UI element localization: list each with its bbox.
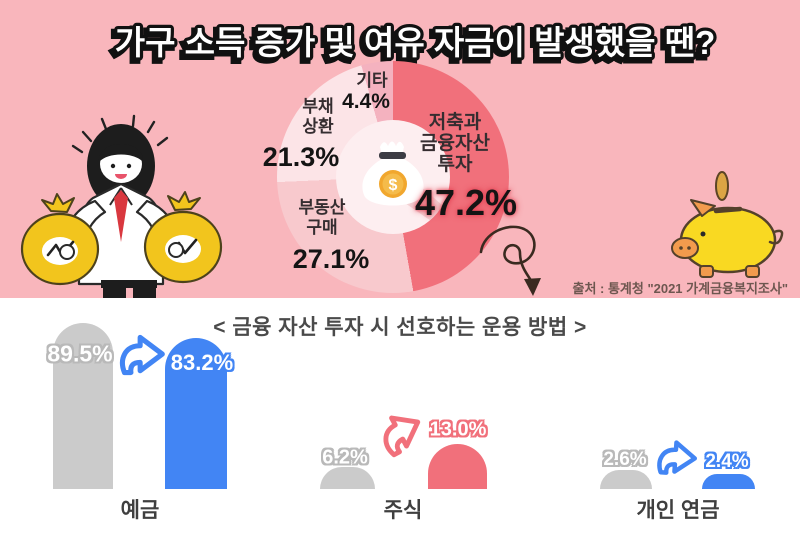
change-arrow-deposit-icon	[119, 334, 165, 376]
piggy-bank-icon	[671, 171, 784, 278]
value-deposit-before: 89.5%	[47, 340, 113, 367]
bar-pension-after	[702, 474, 755, 489]
woman-with-money-bags-illustration	[20, 114, 223, 298]
source-citation: 출처 : 통계청 "2021 가계금융복지조사"	[572, 281, 788, 296]
bar-deposit-before	[53, 323, 113, 489]
bar-deposit-after	[165, 338, 227, 489]
bar-stocks-after	[428, 444, 487, 489]
category-label-pension: 개인 연금	[636, 499, 720, 522]
top-section: 가구 소득 증가 및 여유 자금이 발생했을 땐? 가구 소득 증가 및 여유 …	[0, 0, 800, 298]
pie-value-invest: 47.2%	[414, 182, 518, 223]
page-title: 가구 소득 증가 및 여유 자금이 발생했을 땐? 가구 소득 증가 및 여유 …	[108, 21, 718, 68]
pie-label-invest-line1: 저축과	[428, 112, 482, 133]
pie-label-real-estate: 부동산 구매	[272, 198, 372, 238]
change-arrow-stocks-icon	[383, 415, 421, 458]
pie-label-real-estate-line1: 부동산	[298, 198, 346, 217]
pie-label-invest-line2: 금융자산	[420, 133, 490, 154]
pie-label-debt-line1: 부채	[302, 97, 334, 116]
category-label-deposit: 예금	[120, 499, 160, 522]
value-pension-after: 2.4%	[705, 451, 749, 472]
value-pension-before: 2.6%	[603, 449, 647, 470]
bar-chart-title: < 금융 자산 투자 시 선호하는 운용 방법 >	[213, 316, 587, 339]
pie-label-invest: 저축과 금융자산 투자	[405, 112, 505, 175]
value-stocks-after: 13.0%	[429, 418, 487, 441]
donut-chart-center: $	[336, 120, 450, 234]
value-deposit-after: 83.2%	[170, 350, 234, 375]
pie-label-etc: 기타	[356, 71, 388, 90]
bar-chart-section: < 금융 자산 투자 시 선호하는 운용 방법 > 89.5% 83.2% 6.…	[0, 298, 800, 533]
pie-label-invest-line3: 투자	[437, 154, 473, 175]
category-label-stocks: 주식	[383, 499, 423, 522]
bar-pension-before	[600, 470, 652, 489]
pie-value-debt: 21.3%	[262, 142, 340, 172]
bar-stocks-before	[320, 467, 375, 489]
page-title-text: 가구 소득 증가 및 여유 자금이 발생했을 땐?	[115, 24, 715, 61]
pie-value-real-estate: 27.1%	[292, 244, 370, 274]
pie-label-debt: 부채 상환	[268, 97, 368, 137]
page-title-shadow: 가구 소득 증가 및 여유 자금이 발생했을 땐?	[112, 27, 712, 64]
value-stocks-before: 6.2%	[322, 446, 368, 469]
sparkle-lines-icon	[71, 114, 169, 154]
pie-label-real-estate-line2: 구매	[306, 218, 338, 237]
pie-value-etc: 4.4%	[342, 90, 390, 113]
curly-arrow-icon	[479, 225, 541, 296]
change-arrow-pension-icon	[657, 440, 698, 475]
svg-text:$: $	[389, 177, 398, 194]
pie-label-debt-line2: 상환	[302, 117, 334, 136]
